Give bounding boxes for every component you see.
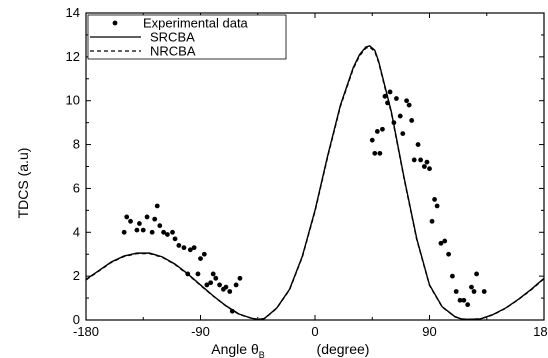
x-axis-unit: (degree) xyxy=(317,341,370,357)
data-point xyxy=(134,227,140,233)
data-point xyxy=(422,164,427,169)
data-point xyxy=(418,157,423,163)
y-tick-label: 10 xyxy=(66,93,80,108)
data-point xyxy=(176,243,182,248)
data-point xyxy=(121,229,127,235)
data-point xyxy=(474,271,479,277)
data-point xyxy=(424,159,430,165)
data-point xyxy=(406,102,412,108)
x-axis: -180 -90 0 90 180 xyxy=(73,13,548,339)
data-point xyxy=(465,302,471,308)
series-srcba xyxy=(85,45,545,321)
data-point xyxy=(400,131,406,137)
series-nrcba xyxy=(85,46,545,321)
data-point xyxy=(172,236,178,242)
data-point xyxy=(434,203,440,209)
data-point xyxy=(140,227,146,233)
data-point xyxy=(369,137,375,143)
data-point xyxy=(124,214,130,220)
data-point xyxy=(481,289,487,294)
data-point xyxy=(195,271,201,277)
data-point xyxy=(128,218,133,224)
data-point xyxy=(461,297,467,303)
data-point xyxy=(415,142,421,147)
data-point xyxy=(450,273,455,279)
x-axis-title: Angle θB xyxy=(211,341,265,358)
y-tick-label: 6 xyxy=(73,180,80,195)
data-point xyxy=(429,218,435,224)
data-point xyxy=(187,247,193,253)
data-point xyxy=(157,223,163,229)
x-axis-title-main: Angle θ xyxy=(211,341,259,357)
series-line-nrcba xyxy=(85,46,545,321)
series-layer xyxy=(85,45,545,321)
data-point xyxy=(446,251,451,257)
data-point xyxy=(154,203,160,209)
data-point xyxy=(217,282,222,288)
data-point xyxy=(165,232,170,237)
legend-label-nrcba: NRCBA xyxy=(150,44,196,59)
data-point xyxy=(204,282,210,288)
data-point xyxy=(427,166,432,172)
legend-label-experimental-data: Experimental data xyxy=(143,16,249,31)
data-point xyxy=(380,126,385,132)
data-point xyxy=(432,196,437,202)
data-point xyxy=(233,282,239,288)
x-axis-title-sub: B xyxy=(259,350,265,358)
y-axis-title: TDCS (a.u) xyxy=(15,148,31,219)
data-point xyxy=(457,297,463,303)
data-point xyxy=(210,271,216,277)
data-point xyxy=(170,229,175,235)
data-point xyxy=(137,221,142,226)
data-point xyxy=(152,216,158,222)
data-point xyxy=(372,150,378,156)
data-point xyxy=(208,280,214,286)
series-experimental-data xyxy=(121,89,487,314)
data-point xyxy=(397,113,403,119)
y-tick-label: 8 xyxy=(73,137,80,152)
y-tick-label: 12 xyxy=(66,49,80,64)
y-tick-label: 0 xyxy=(73,312,80,327)
y-tick-label: 14 xyxy=(66,5,80,20)
data-point xyxy=(198,256,203,261)
data-point xyxy=(144,214,150,220)
x-tick-label: 180 xyxy=(533,324,548,339)
data-point xyxy=(471,289,477,294)
data-point xyxy=(409,118,415,123)
data-point xyxy=(223,284,229,290)
y-axis: 0 2 4 6 8 10 12 14 xyxy=(66,5,544,327)
legend-marker-experimental-data xyxy=(112,20,118,26)
y-tick-label: 2 xyxy=(73,268,80,283)
data-point xyxy=(394,96,399,101)
data-point xyxy=(438,240,444,246)
data-point xyxy=(191,245,197,251)
series-line-srcba xyxy=(85,45,545,321)
x-tick-label: -180 xyxy=(73,324,99,339)
data-point xyxy=(201,251,207,257)
data-point xyxy=(213,275,219,281)
data-point xyxy=(227,289,233,294)
data-point xyxy=(411,157,417,163)
data-point xyxy=(469,284,474,290)
data-point xyxy=(161,229,167,235)
legend-label-srcba: SRCBA xyxy=(150,30,195,45)
data-point xyxy=(387,89,393,95)
data-point xyxy=(404,98,409,104)
data-point xyxy=(181,245,187,251)
x-tick-label: -90 xyxy=(191,324,210,339)
data-point xyxy=(453,289,459,294)
x-tick-label: 90 xyxy=(422,324,436,339)
data-point xyxy=(374,129,380,134)
data-point xyxy=(149,229,155,235)
x-tick-label: 0 xyxy=(311,324,318,339)
data-point xyxy=(442,238,448,244)
y-tick-label: 4 xyxy=(73,224,80,239)
data-point xyxy=(237,275,243,281)
data-point xyxy=(377,150,383,156)
